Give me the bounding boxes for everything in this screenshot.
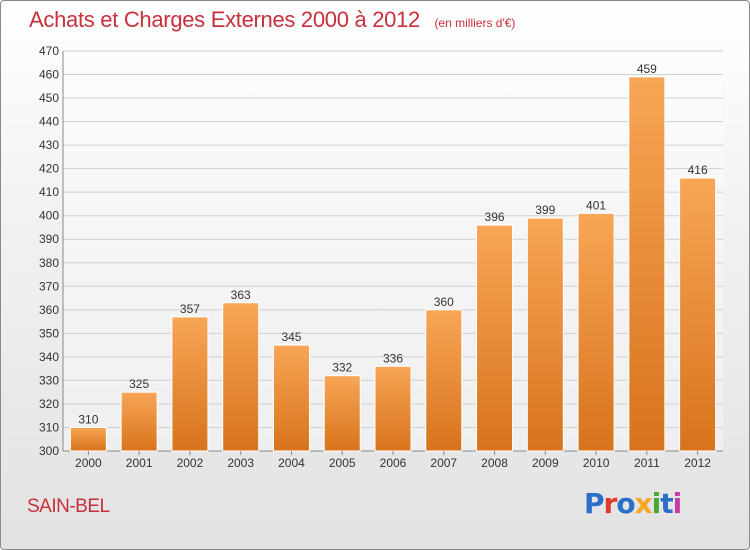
logo-letter: o [616, 487, 635, 520]
value-label-2002: 357 [180, 302, 200, 316]
y-tick-label: 430 [39, 138, 59, 152]
x-tick-label-2004: 2004 [278, 456, 305, 470]
logo-letter: x [634, 487, 653, 520]
bar-2003 [222, 302, 260, 452]
x-tick-label-2012: 2012 [684, 456, 711, 470]
bar-2002 [171, 316, 209, 452]
logo-letter: i [672, 487, 683, 520]
x-tick-label-2011: 2011 [634, 456, 660, 470]
logo-letter: P [584, 487, 605, 520]
y-tick-label: 410 [39, 185, 59, 199]
x-tick-label-2005: 2005 [329, 456, 356, 470]
value-label-2003: 363 [231, 288, 251, 302]
x-tick-label-2008: 2008 [481, 456, 508, 470]
x-tick-label-2002: 2002 [177, 456, 204, 470]
value-label-2006: 336 [383, 351, 403, 365]
value-label-2001: 325 [129, 377, 149, 391]
value-label-2005: 332 [332, 361, 352, 375]
y-tick-label: 450 [39, 91, 59, 105]
value-label-2011: 459 [637, 62, 657, 76]
y-tick-label: 360 [39, 303, 59, 317]
bar-2001 [120, 391, 158, 452]
bar-2008 [476, 224, 514, 452]
x-tick-label-2003: 2003 [227, 456, 254, 470]
x-tick-label-2009: 2009 [532, 456, 559, 470]
bar-2007 [425, 309, 463, 452]
logo-letter: i [651, 487, 662, 520]
x-tick-label-2000: 2000 [75, 456, 102, 470]
y-tick-label: 470 [39, 44, 59, 58]
bar-2004 [272, 344, 310, 452]
y-tick-label: 400 [39, 209, 59, 223]
y-tick-label: 390 [39, 232, 59, 246]
place-name: SAIN-BEL [27, 496, 110, 517]
y-tick-label: 440 [39, 115, 59, 129]
y-tick-label: 370 [39, 279, 59, 293]
bar-2012 [679, 177, 717, 452]
value-label-2008: 396 [485, 210, 505, 224]
y-tick-label: 320 [39, 397, 59, 411]
chart-subtitle: (en milliers d'€) [434, 16, 516, 30]
chart-title: Achats et Charges Externes 2000 à 2012 [29, 7, 420, 32]
y-tick-label: 380 [39, 256, 59, 270]
value-label-2000: 310 [78, 412, 98, 426]
value-label-2004: 345 [281, 330, 301, 344]
logo-letter: r [603, 487, 618, 520]
bar-2006 [374, 365, 412, 452]
bar-2009 [526, 217, 564, 452]
y-tick-label: 310 [39, 420, 59, 434]
y-tick-label: 340 [39, 350, 59, 364]
logo-letter: t [660, 487, 673, 520]
y-tick-label: 460 [39, 68, 59, 82]
y-tick-label: 420 [39, 162, 59, 176]
bar-2005 [323, 375, 361, 452]
value-label-2009: 399 [535, 203, 555, 217]
title-row: Achats et Charges Externes 2000 à 2012 (… [29, 7, 515, 33]
x-tick-label-2006: 2006 [380, 456, 407, 470]
value-label-2010: 401 [586, 198, 606, 212]
bar-2010 [577, 212, 615, 452]
value-label-2007: 360 [434, 295, 454, 309]
bar-2011 [628, 76, 666, 452]
x-tick-label-2001: 2001 [126, 456, 153, 470]
y-tick-label: 300 [39, 444, 59, 458]
value-label-2012: 416 [688, 163, 708, 177]
y-tick-label: 350 [39, 326, 59, 340]
x-tick-label-2007: 2007 [430, 456, 457, 470]
y-tick-label: 330 [39, 373, 59, 387]
proxiti-logo: Proxiti [584, 487, 683, 520]
x-tick-label-2010: 2010 [583, 456, 610, 470]
bar-2000 [69, 426, 107, 452]
